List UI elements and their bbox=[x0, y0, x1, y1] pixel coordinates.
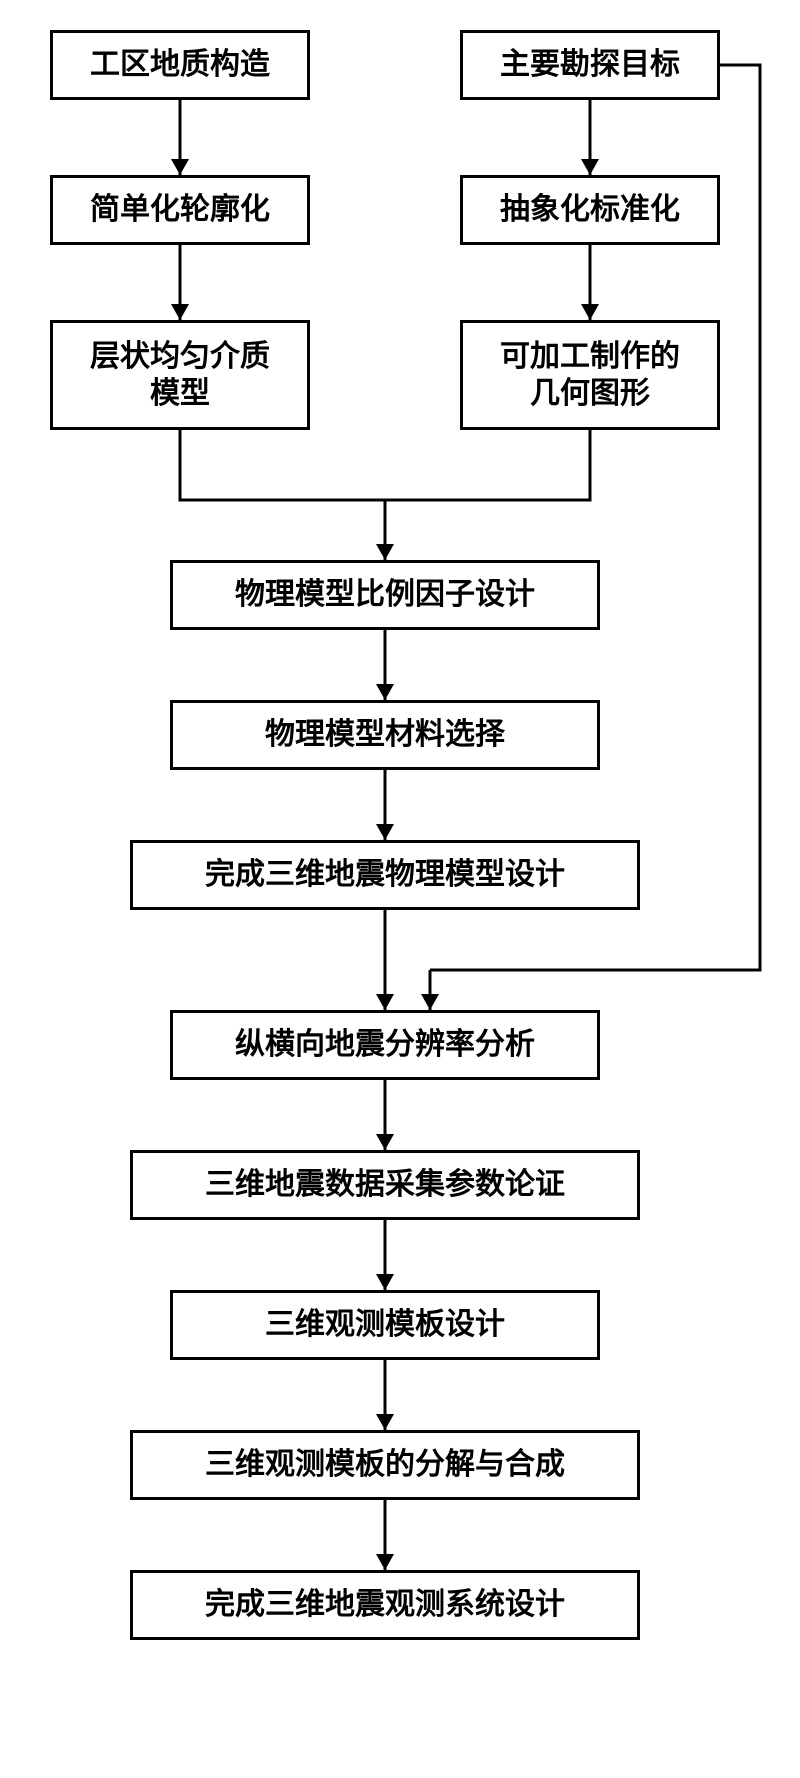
arrow-head-icon bbox=[581, 159, 599, 175]
flowchart-node-c3: 完成三维地震物理模型设计 bbox=[130, 840, 640, 910]
arrow-head-icon bbox=[376, 1554, 394, 1570]
flowchart-node-b2: 抽象化标准化 bbox=[460, 175, 720, 245]
arrow-head-icon bbox=[376, 994, 394, 1010]
flowchart-node-c7: 三维观测模板的分解与合成 bbox=[130, 1430, 640, 1500]
flowchart-edge bbox=[385, 430, 590, 500]
flowchart-node-c6: 三维观测模板设计 bbox=[170, 1290, 600, 1360]
flowchart-node-b1: 主要勘探目标 bbox=[460, 30, 720, 100]
arrow-head-icon bbox=[376, 1134, 394, 1150]
arrow-head-icon bbox=[376, 544, 394, 560]
flowchart-node-c5: 三维地震数据采集参数论证 bbox=[130, 1150, 640, 1220]
flowchart-node-a3: 层状均匀介质模型 bbox=[50, 320, 310, 430]
arrow-head-icon bbox=[171, 304, 189, 320]
arrow-head-icon bbox=[376, 824, 394, 840]
flowchart-edge bbox=[180, 430, 385, 500]
arrow-head-icon bbox=[171, 159, 189, 175]
arrow-head-icon bbox=[376, 1274, 394, 1290]
flowchart-node-b3: 可加工制作的几何图形 bbox=[460, 320, 720, 430]
flowchart-node-c4: 纵横向地震分辨率分析 bbox=[170, 1010, 600, 1080]
flowchart-node-c8: 完成三维地震观测系统设计 bbox=[130, 1570, 640, 1640]
flowchart-node-c2: 物理模型材料选择 bbox=[170, 700, 600, 770]
arrow-head-icon bbox=[421, 994, 439, 1010]
flowchart-node-a2: 简单化轮廓化 bbox=[50, 175, 310, 245]
flowchart-node-c1: 物理模型比例因子设计 bbox=[170, 560, 600, 630]
arrow-head-icon bbox=[581, 304, 599, 320]
arrow-head-icon bbox=[376, 1414, 394, 1430]
flowchart-node-a1: 工区地质构造 bbox=[50, 30, 310, 100]
arrow-head-icon bbox=[376, 684, 394, 700]
